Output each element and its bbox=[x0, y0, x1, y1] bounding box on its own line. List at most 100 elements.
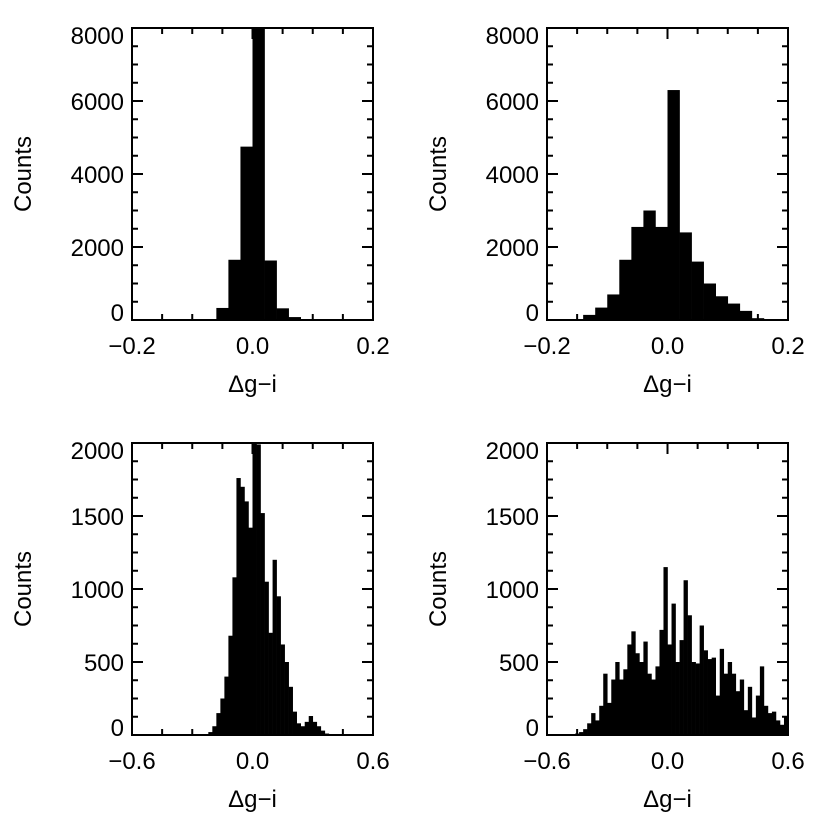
x-axis-label: Δg−i bbox=[228, 786, 277, 813]
histogram-panel-1: −0.2 0.0 0.2 0 2000 4000 6000 8000 Δg−i Counts bbox=[10, 23, 390, 398]
histogram-bar bbox=[296, 723, 301, 735]
histogram-bar bbox=[675, 662, 680, 735]
y-tick-label: 1000 bbox=[71, 577, 124, 604]
y-tick-label: 500 bbox=[84, 650, 124, 677]
histogram-bar bbox=[667, 90, 680, 320]
histogram-bar bbox=[763, 705, 769, 735]
histogram-bar bbox=[619, 679, 624, 735]
y-tick-label: 8000 bbox=[486, 23, 539, 50]
histogram-bar bbox=[260, 513, 265, 735]
histogram-bar bbox=[683, 580, 688, 735]
histogram-bar bbox=[264, 260, 277, 320]
histogram-bar bbox=[288, 686, 293, 735]
histogram-bar bbox=[316, 726, 322, 735]
histogram-bar bbox=[643, 641, 648, 735]
histogram-bar bbox=[587, 723, 592, 735]
x-tick-label: 0.2 bbox=[771, 333, 804, 360]
histogram-bar bbox=[671, 603, 676, 735]
histogram-bar bbox=[751, 717, 757, 735]
y-tick-label: 0 bbox=[111, 300, 124, 327]
histogram-bar bbox=[719, 648, 725, 735]
histogram-bar bbox=[607, 294, 620, 320]
histogram-bar bbox=[639, 662, 644, 735]
histogram-bar bbox=[212, 726, 217, 735]
histogram-bar bbox=[755, 695, 761, 735]
histogram-bar bbox=[691, 662, 696, 735]
histogram-bar bbox=[252, 443, 257, 735]
histogram-bar bbox=[595, 307, 608, 320]
y-tick-label: 2000 bbox=[71, 235, 124, 262]
x-tick-label: −0.6 bbox=[108, 748, 155, 775]
y-tick-label: 500 bbox=[499, 650, 539, 677]
histogram-bar bbox=[252, 28, 265, 320]
histogram-bar bbox=[651, 679, 656, 735]
histogram-bar bbox=[280, 644, 285, 735]
histogram-bar bbox=[216, 713, 221, 735]
histogram-bar bbox=[723, 673, 729, 735]
histogram-bar bbox=[579, 732, 584, 735]
y-tick-label: 2000 bbox=[486, 438, 539, 465]
histogram-bar bbox=[631, 631, 636, 735]
histogram-bar bbox=[715, 695, 721, 735]
histogram-bar bbox=[300, 726, 306, 735]
histogram-bar bbox=[715, 296, 729, 320]
histogram-bar bbox=[743, 710, 749, 735]
histogram-bar bbox=[647, 673, 652, 735]
histogram-bar bbox=[583, 314, 596, 320]
histogram-bar bbox=[655, 666, 660, 735]
histogram-bar bbox=[583, 729, 588, 735]
histogram-bar bbox=[216, 307, 229, 320]
histogram-bar bbox=[240, 146, 253, 321]
histogram-bar bbox=[759, 666, 765, 735]
y-axis-label: Counts bbox=[10, 136, 37, 212]
histogram-bar bbox=[711, 657, 716, 735]
y-axis-label: Counts bbox=[425, 551, 452, 627]
histogram-bar bbox=[679, 640, 684, 735]
histogram-bar bbox=[659, 629, 664, 735]
histogram-bar bbox=[599, 705, 604, 735]
histogram-bar bbox=[268, 632, 273, 735]
histogram-bar bbox=[635, 653, 640, 735]
y-axis-label: Counts bbox=[425, 136, 452, 212]
histogram-bars bbox=[571, 90, 765, 321]
histogram-bar bbox=[272, 559, 277, 735]
x-tick-label: 0.0 bbox=[236, 748, 269, 775]
histogram-bar bbox=[739, 679, 745, 735]
histogram-bar bbox=[707, 659, 712, 735]
histogram-bar bbox=[623, 669, 628, 735]
histogram-bar bbox=[308, 716, 314, 735]
histogram-bar bbox=[244, 501, 249, 735]
histogram-bar bbox=[643, 210, 656, 320]
histogram-bar bbox=[276, 596, 281, 735]
histogram-bar bbox=[611, 679, 616, 735]
x-tick-label: 0.2 bbox=[356, 333, 389, 360]
histogram-bar bbox=[236, 478, 241, 735]
histogram-bar bbox=[208, 732, 213, 735]
histogram-bar bbox=[667, 644, 672, 735]
y-tick-label: 4000 bbox=[71, 162, 124, 189]
histogram-bar bbox=[727, 303, 741, 320]
y-axis-label: Counts bbox=[10, 551, 37, 627]
histogram-bar bbox=[631, 226, 644, 320]
histogram-bar bbox=[703, 283, 716, 320]
x-tick-label: 0.6 bbox=[356, 748, 389, 775]
histogram-bar bbox=[228, 635, 233, 735]
histogram-bar bbox=[603, 673, 608, 735]
x-axis-label: Δg−i bbox=[643, 371, 692, 398]
histogram-bars bbox=[208, 443, 330, 735]
y-tick-label: 8000 bbox=[71, 23, 124, 50]
histogram-bar bbox=[607, 702, 612, 735]
histogram-bar bbox=[687, 615, 692, 735]
histogram-bar bbox=[595, 720, 600, 735]
histogram-bar bbox=[679, 232, 692, 320]
y-tick-label: 0 bbox=[526, 300, 539, 327]
y-tick-label: 6000 bbox=[71, 89, 124, 116]
histogram-bar bbox=[655, 226, 668, 320]
histogram-bar bbox=[615, 662, 620, 735]
histogram-panel-4: −0.6 0.0 0.6 0 500 1000 1500 2000 Δg−i Counts bbox=[425, 438, 805, 813]
histogram-bar bbox=[783, 716, 789, 735]
x-axis-label: Δg−i bbox=[643, 786, 692, 813]
histogram-bar bbox=[731, 673, 737, 735]
histogram-bar bbox=[228, 259, 241, 320]
